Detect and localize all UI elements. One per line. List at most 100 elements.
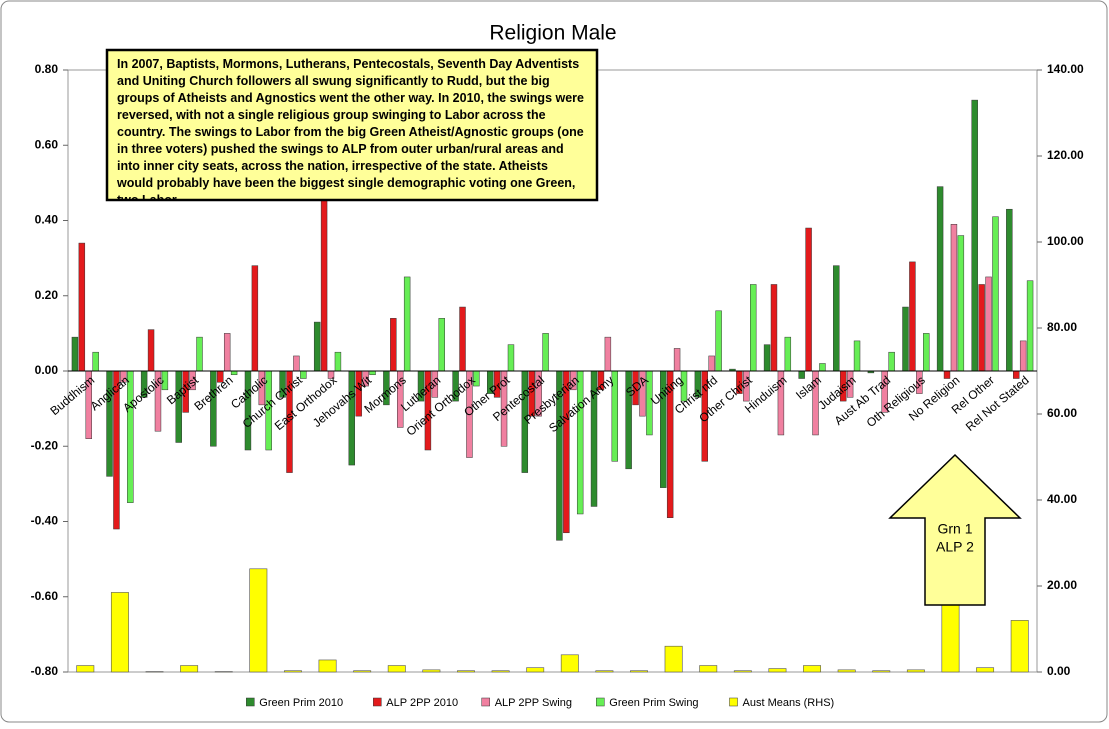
bar	[300, 370, 307, 379]
bar	[507, 344, 515, 372]
bar	[971, 99, 978, 372]
bar-rhs	[491, 670, 510, 673]
bar-rhs	[803, 665, 822, 673]
y-tick-label: 0.20	[35, 288, 59, 302]
bar	[1006, 208, 1013, 372]
y2-tick-label: 60.00	[1047, 406, 1077, 420]
bar-rhs	[387, 665, 406, 673]
bar-rhs	[249, 568, 268, 673]
bar-rhs	[457, 670, 475, 673]
legend-swatch	[373, 697, 382, 707]
bar-rhs	[283, 670, 302, 673]
bar-rhs	[318, 659, 337, 673]
bar	[708, 355, 715, 372]
bar	[992, 216, 999, 372]
bar	[403, 276, 411, 372]
legend-label: Green Prim 2010	[259, 697, 343, 709]
legend-swatch	[729, 697, 738, 707]
legend-label: Green Prim Swing	[609, 697, 698, 709]
bar	[784, 336, 792, 372]
bar	[763, 344, 771, 372]
bar	[293, 355, 300, 372]
bar	[923, 333, 930, 372]
bar	[673, 348, 681, 372]
bar-rhs	[733, 670, 752, 673]
bar-rhs	[214, 671, 233, 673]
bar	[1026, 280, 1034, 372]
legend-label: Aust Means (RHS)	[743, 697, 835, 709]
bar	[147, 329, 155, 372]
bar	[369, 370, 376, 376]
bar	[1019, 340, 1027, 372]
y-tick-label: 0.00	[35, 363, 59, 377]
bar	[320, 193, 328, 372]
bar	[985, 276, 992, 372]
arrow-text: Grn 1	[937, 521, 972, 537]
y-tick-label: 0.60	[35, 137, 59, 151]
y2-tick-label: 80.00	[1047, 320, 1077, 334]
y2-tick-label: 20.00	[1047, 578, 1077, 592]
bar-rhs	[526, 667, 545, 673]
bar	[750, 284, 757, 372]
bar	[936, 186, 944, 372]
bar	[71, 336, 79, 372]
bar	[223, 333, 231, 372]
annotation-text: In 2007, Baptists, Mormons, Lutherans, P…	[117, 57, 584, 200]
bar	[334, 351, 342, 372]
bar-rhs	[76, 665, 95, 673]
bar	[798, 370, 805, 379]
annotation-box	[105, 48, 599, 202]
bar	[978, 284, 985, 372]
y-tick-label: -0.60	[31, 589, 59, 603]
bar-rhs	[145, 671, 164, 673]
bar-rhs	[768, 668, 787, 673]
y-tick-label: -0.40	[31, 514, 59, 528]
legend-swatch	[246, 697, 255, 707]
bar	[230, 370, 238, 376]
bars	[71, 99, 1034, 673]
legend-label: ALP 2PP 2010	[386, 697, 458, 709]
bar-rhs	[837, 669, 856, 673]
y-tick-label: 0.80	[35, 62, 59, 76]
bar	[438, 318, 445, 372]
bar-rhs	[1010, 620, 1029, 673]
bar	[853, 340, 861, 372]
bar	[819, 363, 826, 372]
y2-tick-label: 100.00	[1047, 234, 1084, 248]
bar	[459, 306, 466, 372]
bar-rhs	[630, 670, 648, 673]
y2-tick-label: 120.00	[1047, 148, 1084, 162]
bar	[542, 333, 549, 372]
bar-rhs	[560, 654, 579, 673]
bar-rhs	[976, 667, 995, 673]
bar	[92, 351, 99, 372]
bar	[888, 351, 895, 372]
bar-rhs	[664, 645, 683, 673]
bar-rhs	[595, 670, 614, 673]
bar	[950, 224, 958, 372]
legend-label: ALP 2PP Swing	[495, 697, 572, 709]
chart-title: Religion Male	[489, 22, 616, 45]
bar-rhs	[180, 665, 199, 673]
bar	[805, 227, 812, 372]
y-tick-label: -0.20	[31, 438, 59, 452]
legend-swatch	[481, 697, 490, 707]
y2-tick-label: 140.00	[1047, 62, 1084, 76]
bar	[251, 265, 259, 372]
bar-rhs	[872, 670, 891, 673]
bar	[909, 261, 916, 372]
bar-rhs	[422, 669, 441, 673]
bar-rhs	[110, 592, 129, 673]
arrow-text: ALP 2	[936, 539, 974, 555]
bar	[78, 242, 86, 372]
bar	[604, 336, 612, 372]
bar	[576, 370, 584, 515]
annotation-container: In 2007, Baptists, Mormons, Lutherans, P…	[117, 57, 584, 200]
legend-swatch	[596, 697, 605, 707]
bar	[313, 321, 321, 372]
bar	[196, 336, 203, 372]
bar	[770, 284, 778, 372]
bar	[833, 265, 840, 372]
bar-rhs	[699, 665, 718, 673]
